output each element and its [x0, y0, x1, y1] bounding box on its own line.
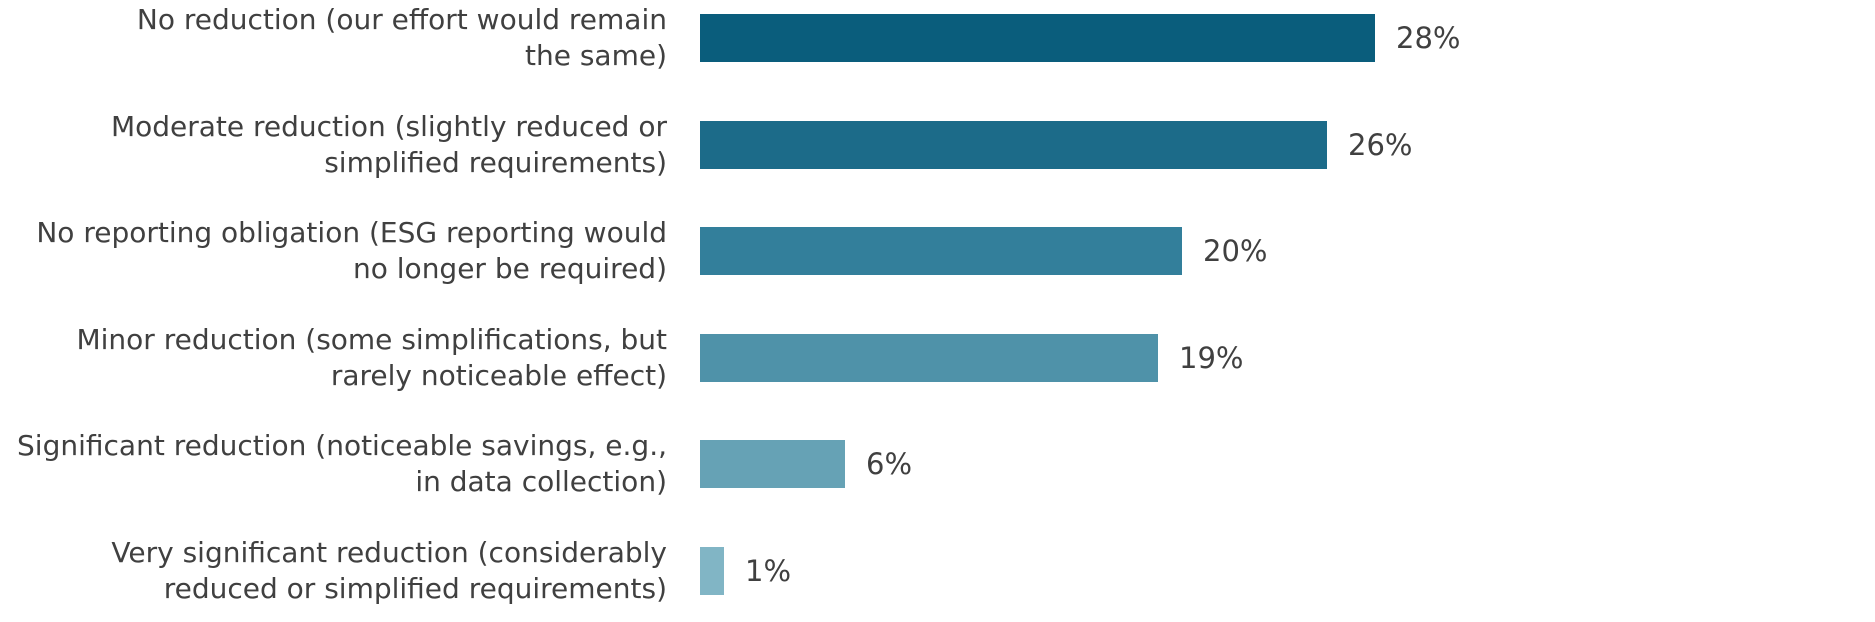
category-label: Very significant reduction (considerably…: [0, 535, 667, 607]
chart-row: Moderate reduction (slightly reduced or …: [0, 110, 1413, 179]
category-label: No reduction (our effort would remain th…: [0, 2, 667, 74]
category-label: No reporting obligation (ESG reporting w…: [0, 215, 667, 287]
bar: [700, 546, 724, 595]
value-label: 19%: [1179, 340, 1244, 375]
category-label-line1: No reporting obligation (ESG reporting w…: [36, 215, 667, 249]
value-label: 20%: [1203, 233, 1268, 268]
category-label: Significant reduction (noticeable saving…: [0, 428, 667, 500]
value-label: 6%: [866, 446, 913, 481]
bar: [700, 439, 845, 488]
chart-row: No reporting obligation (ESG reporting w…: [0, 216, 1268, 285]
category-label-line2: rarely noticeable effect): [330, 358, 667, 392]
chart-row: Very significant reduction (considerably…: [0, 536, 792, 605]
chart-row: No reduction (our effort would remain th…: [0, 3, 1461, 72]
category-label-line2: in data collection): [415, 464, 667, 498]
category-label: Minor reduction (some simplifications, b…: [0, 322, 667, 394]
chart-row: Minor reduction (some simplifications, b…: [0, 323, 1244, 392]
category-label-line2: no longer be required): [353, 251, 667, 285]
bar: [700, 120, 1327, 169]
category-label-line1: Significant reduction (noticeable saving…: [17, 428, 667, 462]
bar: [700, 13, 1375, 62]
category-label-line2: the same): [524, 38, 667, 72]
bar: [700, 333, 1158, 382]
category-label-line2: reduced or simplified requirements): [163, 571, 667, 605]
bar: [700, 226, 1182, 275]
category-label-line1: Minor reduction (some simplifications, b…: [76, 322, 667, 356]
value-label: 26%: [1348, 127, 1413, 162]
category-label-line2: simplified requirements): [324, 145, 667, 179]
category-label-line1: Moderate reduction (slightly reduced or: [110, 109, 667, 143]
category-label: Moderate reduction (slightly reduced or …: [0, 109, 667, 181]
value-label: 1%: [745, 553, 792, 588]
category-label-line1: Very significant reduction (considerably: [111, 535, 667, 569]
category-label-line1: No reduction (our effort would remain: [136, 2, 667, 36]
chart-row: Significant reduction (noticeable saving…: [0, 429, 913, 498]
value-label: 28%: [1396, 20, 1461, 55]
